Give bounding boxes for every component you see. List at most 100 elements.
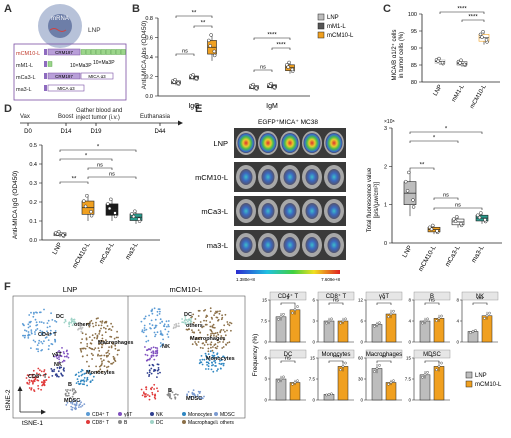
f-point <box>291 382 294 386</box>
tsne-point <box>162 325 165 327</box>
tsne-point <box>210 316 213 319</box>
tsne-point <box>64 318 67 321</box>
f-point <box>341 365 345 368</box>
tsne-point <box>97 324 100 327</box>
tsne-point <box>51 370 54 373</box>
tsne-point <box>214 346 217 349</box>
tsne-point <box>197 395 200 398</box>
tsne-point <box>219 310 221 313</box>
construct-name: ma3-L <box>16 87 32 93</box>
tsne-point <box>205 319 208 322</box>
panel-letter-d: D <box>4 103 12 115</box>
tsne-legend-dot <box>214 420 218 424</box>
sig-label: ns <box>97 163 103 169</box>
tsne-point <box>190 320 193 323</box>
d-3-point <box>137 217 141 221</box>
tsne-point <box>36 311 38 314</box>
tsne-point <box>110 346 113 349</box>
f-subpanel-title: Macrophages <box>366 352 402 358</box>
lung-signal <box>327 203 341 219</box>
tsne-point <box>166 333 169 336</box>
e-0-point <box>407 170 411 175</box>
tsne-point <box>92 354 94 357</box>
f-tick-label: 8 <box>456 298 459 303</box>
tsne-point <box>205 368 207 370</box>
tsne-point <box>63 321 66 324</box>
f-point <box>440 361 443 365</box>
tsne-point <box>90 319 93 322</box>
tsne-point <box>50 368 53 370</box>
tsne-point <box>206 357 209 359</box>
f-subpanel-title-bg <box>317 349 355 359</box>
tsne-legend-label: γδT <box>124 412 132 418</box>
tsne-point <box>31 373 33 376</box>
tsne-point <box>151 308 154 311</box>
e-tick-label: 3 <box>384 126 387 132</box>
tsne-legend-label: others <box>220 420 234 426</box>
tsne-point <box>57 354 59 357</box>
d-1-point <box>82 199 86 203</box>
tsne-point <box>30 332 33 335</box>
tsne-point <box>69 401 72 404</box>
tsne-point <box>101 340 103 342</box>
tsne-point <box>97 354 99 357</box>
tsne-point <box>156 351 159 353</box>
tsne-point <box>90 342 93 345</box>
tsne-point <box>78 399 81 402</box>
sig-bracket <box>376 302 392 305</box>
tsne-point <box>153 383 156 386</box>
tsne-point <box>111 341 113 344</box>
tsne-point <box>77 371 80 374</box>
tsne-point <box>103 326 105 329</box>
tsne-point <box>98 370 100 372</box>
f-point <box>426 370 429 374</box>
f-point <box>282 312 285 316</box>
c-tick-label: 100 <box>408 12 417 18</box>
tsne-point <box>79 380 82 383</box>
ma3p-repeat <box>100 49 106 55</box>
mica-a3-label: MICA α3 <box>57 86 75 91</box>
tsne-point <box>228 324 231 327</box>
tsne-point <box>72 322 75 325</box>
tsne-point <box>43 340 45 343</box>
f-point <box>282 375 285 379</box>
tsne-point <box>71 403 74 405</box>
tsne-cluster-label: others <box>74 322 91 328</box>
tsne-point <box>66 352 69 355</box>
mica-a3-block <box>47 84 85 92</box>
tsne-point <box>39 329 42 332</box>
tsne-point <box>109 335 112 338</box>
tsne-point <box>110 345 113 348</box>
f-tick-label: 0 <box>408 340 411 345</box>
d-3-point <box>130 212 134 216</box>
tsne-point <box>73 407 76 410</box>
tsne-legend-label: CD8⁺ T <box>92 420 109 426</box>
tsne-point <box>145 388 148 391</box>
tsne-point <box>38 339 41 342</box>
b-igg-2-point <box>208 44 212 48</box>
tsne-point <box>116 330 118 333</box>
f-tick-label: 7.5 <box>405 377 412 382</box>
e-2-point <box>453 219 458 224</box>
tsne-point <box>188 328 191 331</box>
tsne-point <box>53 370 55 373</box>
tsne-point <box>57 370 60 373</box>
sig-bracket <box>253 69 273 72</box>
tsne-point <box>149 348 152 351</box>
tsne-point <box>78 375 80 378</box>
tsne-point <box>147 394 149 396</box>
tsne-point <box>30 329 33 331</box>
ma3p-repeat <box>115 49 121 55</box>
f-point <box>341 319 345 323</box>
tsne-point <box>212 323 215 326</box>
tsne-point <box>88 369 91 372</box>
sig-label: * <box>433 136 436 142</box>
f-point <box>389 312 393 316</box>
tsne-cluster-label: others <box>186 323 203 329</box>
ma3p-label: 10×Ma3P <box>70 63 92 69</box>
sig-label: **** <box>267 33 277 39</box>
tsne-point <box>205 361 208 364</box>
tsne-point <box>107 328 110 331</box>
tsne-point <box>79 382 82 385</box>
d-vax-label: Vax <box>20 114 30 120</box>
